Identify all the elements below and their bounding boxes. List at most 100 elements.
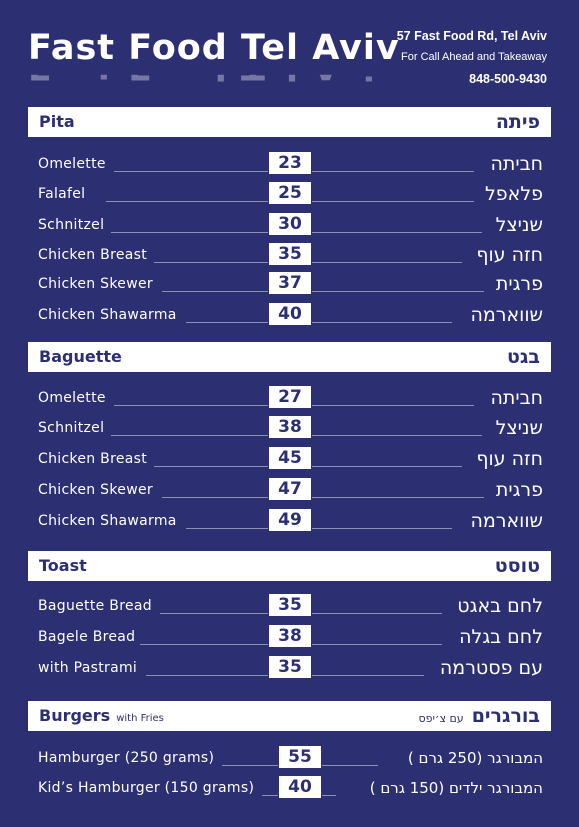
item-name-en: Omelette [38, 156, 106, 172]
phone-number: 848-500-9430 [469, 72, 547, 86]
item-name-he: שניצל [495, 417, 543, 439]
leader-line [312, 528, 452, 529]
leader-line [322, 795, 336, 796]
section-title-he: בורגרים עם צ׳יפס [418, 701, 540, 734]
item-name-he: המבורגר (250 גרם ) [407, 749, 543, 767]
price-tag: 55 [279, 746, 321, 768]
item-name-en: Chicken Breast [38, 247, 148, 263]
leader-line [312, 675, 424, 676]
price-tag: 30 [269, 213, 311, 235]
leader-line [312, 171, 474, 172]
leader-line [312, 232, 482, 233]
item-name-en: Kid’s Hamburger (150 grams) [38, 780, 255, 796]
section-title-en: Pita [39, 112, 75, 131]
contact-block: 57 Fast Food Rd, Tel Aviv For Call Ahead… [397, 28, 547, 87]
menu-item: Chicken Shawarma 49 שווארמה [0, 508, 579, 534]
menu-item: Kid’s Hamburger (150 grams) 40 המבורגר י… [0, 775, 579, 801]
item-name-he: לחם באגט [457, 595, 543, 617]
leader-line [111, 232, 268, 233]
menu-item: Chicken Shawarma 40 שווארמה [0, 302, 579, 328]
item-name-he: שווארמה [470, 510, 543, 532]
section-header-burgers: Burgers with Fries בורגרים עם צ׳יפס [28, 701, 551, 731]
section-header-baguette: Baguette בגט [28, 342, 551, 372]
price-tag: 38 [269, 416, 311, 438]
menu-item: Chicken Skewer 37 פרגית [0, 271, 579, 297]
menu-item: Omelette 23 חביתה [0, 151, 579, 177]
leader-line [114, 171, 268, 172]
leader-line [312, 201, 474, 202]
takeaway-note: For Call Ahead and Takeaway [401, 51, 547, 63]
section-header-toast: Toast טוסט [28, 551, 551, 581]
price-tag: 35 [269, 243, 311, 265]
section-title-he-main: בורגרים [471, 705, 540, 727]
item-name-en: Omelette [38, 390, 106, 406]
leader-line [312, 262, 462, 263]
section-title-en: Baguette [39, 347, 122, 366]
leader-line [312, 322, 452, 323]
section-subtitle-en: with Fries [116, 713, 164, 724]
leader-line [154, 466, 268, 467]
leader-line [322, 765, 378, 766]
leader-line [312, 405, 474, 406]
leader-line [186, 322, 268, 323]
section-title-he: בגט [507, 346, 540, 368]
item-name-en: Bagele Bread [38, 629, 136, 645]
item-name-he: חזה עוף [476, 244, 543, 266]
menu-item: with Pastrami 35 עם פסטרמה [0, 655, 579, 681]
leader-line [312, 291, 484, 292]
menu-item: Schnitzel 30 שניצל [0, 212, 579, 238]
leader-line [154, 262, 268, 263]
section-title-he: טוסט [494, 555, 540, 577]
price-tag: 47 [269, 478, 311, 500]
section-title-en: Burgers with Fries [39, 701, 164, 734]
price-tag: 25 [269, 182, 311, 204]
leader-line [114, 405, 268, 406]
leader-line [106, 201, 268, 202]
price-tag: 38 [269, 625, 311, 647]
menu-item: Chicken Skewer 47 פרגית [0, 477, 579, 503]
menu-item: Falafel 25 פלאפל [0, 181, 579, 207]
price-tag: 35 [269, 656, 311, 678]
item-name-he: לחם בגלה [459, 626, 543, 648]
leader-line [222, 765, 278, 766]
section-header-pita: Pita פיתה [28, 107, 551, 137]
leader-line [162, 291, 268, 292]
leader-line [312, 435, 482, 436]
item-name-en: Baguette Bread [38, 598, 152, 614]
item-name-he: שניצל [495, 214, 543, 236]
price-tag: 40 [269, 303, 311, 325]
item-name-he: חביתה [490, 387, 543, 409]
price-tag: 23 [269, 152, 311, 174]
price-tag: 27 [269, 386, 311, 408]
item-name-en: Chicken Breast [38, 451, 148, 467]
leader-line [312, 497, 484, 498]
leader-line [312, 644, 442, 645]
price-tag: 49 [269, 509, 311, 531]
menu-item: Baguette Bread 35 לחם באגט [0, 593, 579, 619]
leader-line [262, 795, 278, 796]
menu-item: Schnitzel 38 שניצל [0, 415, 579, 441]
section-title-en: Toast [39, 556, 87, 575]
menu-header: Fast Food Tel Aviv Fast Food Tel Aviv 57… [0, 0, 579, 100]
menu-item: Chicken Breast 45 חזה עוף [0, 446, 579, 472]
section-title-he: פיתה [495, 111, 540, 133]
item-name-en: with Pastrami [38, 660, 138, 676]
menu-item: Omelette 27 חביתה [0, 385, 579, 411]
item-name-en: Falafel [38, 186, 86, 202]
item-name-he: שווארמה [470, 304, 543, 326]
item-name-en: Chicken Shawarma [38, 307, 177, 323]
menu-item: Bagele Bread 38 לחם בגלה [0, 624, 579, 650]
leader-line [186, 528, 268, 529]
item-name-he: פלאפל [484, 183, 543, 205]
item-name-he: המבורגר ילדים (150 גרם ) [369, 779, 543, 797]
item-name-he: פרגית [495, 273, 543, 295]
item-name-en: Chicken Shawarma [38, 513, 177, 529]
section-title-en-main: Burgers [39, 706, 111, 725]
leader-line [312, 466, 462, 467]
item-name-he: חביתה [490, 153, 543, 175]
item-name-en: Schnitzel [38, 217, 105, 233]
item-name-en: Schnitzel [38, 420, 105, 436]
price-tag: 45 [269, 447, 311, 469]
price-tag: 40 [279, 776, 321, 798]
leader-line [146, 675, 268, 676]
